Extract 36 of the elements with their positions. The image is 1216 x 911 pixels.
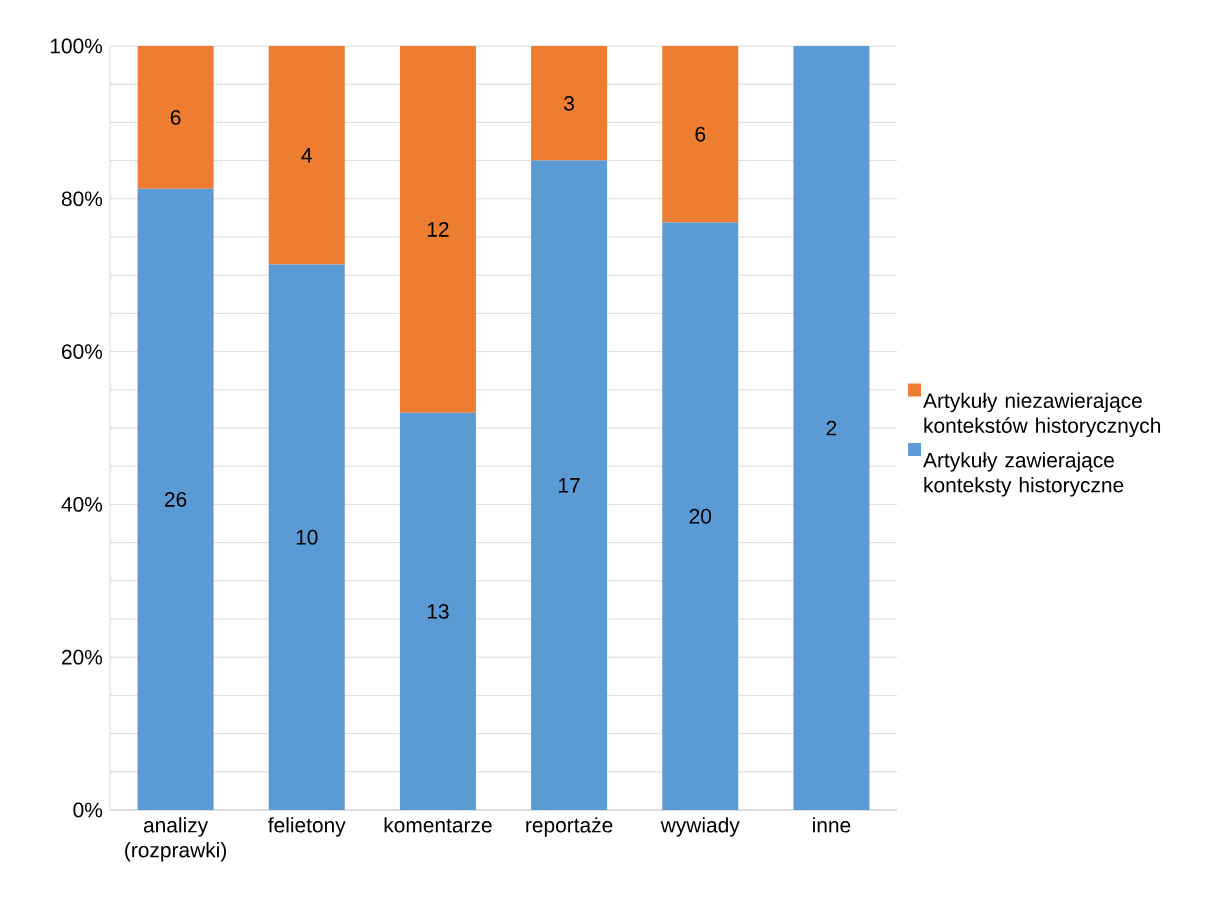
bar <box>662 222 739 810</box>
annotation: 26 <box>165 492 187 507</box>
y-tick-label: 0% <box>73 802 103 818</box>
bar <box>137 188 214 810</box>
bar <box>662 45 739 223</box>
y-tick-label: 40% <box>61 496 103 512</box>
bar <box>399 412 476 810</box>
x-tick-label: komentarze <box>384 817 492 833</box>
x-tick-label: felietony <box>268 817 346 837</box>
x-tick-label: reportaże <box>526 817 613 837</box>
bar <box>137 45 214 189</box>
bar <box>268 45 345 265</box>
annotation: 6 <box>695 126 706 142</box>
y-tick-label: 20% <box>62 649 103 665</box>
y-tick-label: 80% <box>61 191 103 207</box>
x-tick-label: inne <box>813 817 851 833</box>
y-tick-label: 100% <box>50 38 103 54</box>
legend-label: Artykuły zawierające konteksty historyczne <box>923 452 1124 497</box>
annotation: 4 <box>301 148 312 163</box>
y-tick-label: 60% <box>62 344 103 359</box>
annotation: 6 <box>170 110 181 125</box>
bar <box>531 160 608 810</box>
legend-label: Artykuły niezawierające kontekstów historycznych <box>923 392 1161 438</box>
bar <box>399 45 476 413</box>
bar <box>268 264 345 810</box>
annotation: 12 <box>427 222 449 237</box>
x-tick-label: wywiady <box>660 817 740 837</box>
annotation: 10 <box>296 529 318 545</box>
annotation: 13 <box>427 603 449 619</box>
bar <box>793 45 870 810</box>
x-tick-label: analizy (rozprawki) <box>125 817 226 862</box>
annotation: 3 <box>564 95 574 111</box>
bar <box>531 45 608 161</box>
annotation: 17 <box>559 478 580 493</box>
annotation: 2 <box>826 420 837 436</box>
annotation: 20 <box>689 508 712 524</box>
